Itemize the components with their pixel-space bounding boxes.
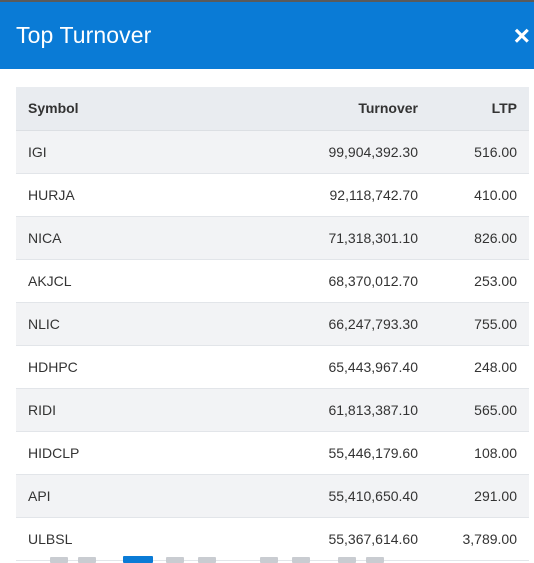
turnover-table-container: Symbol Turnover LTP IGI 99,904,392.30 51… xyxy=(16,87,529,561)
symbol-cell: HURJA xyxy=(16,173,180,217)
table-row[interactable]: AKJCL 68,370,012.70 253.00 xyxy=(16,259,529,303)
turnover-cell: 55,446,179.60 xyxy=(180,431,430,475)
pagination-item[interactable] xyxy=(50,557,68,563)
ltp-cell: 248.00 xyxy=(430,345,529,389)
symbol-cell: NLIC xyxy=(16,302,180,346)
ltp-cell: 108.00 xyxy=(430,431,529,475)
pagination-item[interactable] xyxy=(166,557,184,563)
column-header-symbol[interactable]: Symbol xyxy=(16,87,180,131)
ltp-cell: 516.00 xyxy=(430,130,529,174)
ltp-cell: 3,789.00 xyxy=(430,517,529,561)
turnover-table: Symbol Turnover LTP IGI 99,904,392.30 51… xyxy=(16,87,529,561)
pagination-item[interactable] xyxy=(366,557,384,563)
turnover-cell: 66,247,793.30 xyxy=(180,302,430,346)
symbol-cell: HDHPC xyxy=(16,345,180,389)
turnover-cell: 65,443,967.40 xyxy=(180,345,430,389)
table-row[interactable]: NICA 71,318,301.10 826.00 xyxy=(16,216,529,260)
pagination-item-active[interactable] xyxy=(123,556,153,563)
ltp-cell: 253.00 xyxy=(430,259,529,303)
table-row[interactable]: ULBSL 55,367,614.60 3,789.00 xyxy=(16,517,529,561)
symbol-cell: ULBSL xyxy=(16,517,180,561)
ltp-cell: 565.00 xyxy=(430,388,529,432)
symbol-cell: API xyxy=(16,474,180,518)
pagination-item[interactable] xyxy=(338,557,356,563)
turnover-cell: 92,118,742.70 xyxy=(180,173,430,217)
ltp-cell: 755.00 xyxy=(430,302,529,346)
table-row[interactable]: API 55,410,650.40 291.00 xyxy=(16,474,529,518)
symbol-cell: AKJCL xyxy=(16,259,180,303)
table-row[interactable]: RIDI 61,813,387.10 565.00 xyxy=(16,388,529,432)
table-row[interactable]: HURJA 92,118,742.70 410.00 xyxy=(16,173,529,217)
turnover-cell: 68,370,012.70 xyxy=(180,259,430,303)
pagination xyxy=(40,556,440,563)
column-header-ltp[interactable]: LTP xyxy=(430,87,529,131)
turnover-cell: 55,367,614.60 xyxy=(180,517,430,561)
column-header-turnover[interactable]: Turnover xyxy=(180,87,430,131)
turnover-cell: 71,318,301.10 xyxy=(180,216,430,260)
ltp-cell: 410.00 xyxy=(430,173,529,217)
symbol-cell: IGI xyxy=(16,130,180,174)
modal-title: Top Turnover xyxy=(16,22,152,48)
ltp-cell: 826.00 xyxy=(430,216,529,260)
turnover-cell: 99,904,392.30 xyxy=(180,130,430,174)
table-row[interactable]: IGI 99,904,392.30 516.00 xyxy=(16,130,529,174)
pagination-item[interactable] xyxy=(198,557,216,563)
modal-header: Top Turnover × xyxy=(0,2,534,69)
turnover-cell: 55,410,650.40 xyxy=(180,474,430,518)
table-row[interactable]: NLIC 66,247,793.30 755.00 xyxy=(16,302,529,346)
turnover-cell: 61,813,387.10 xyxy=(180,388,430,432)
pagination-item[interactable] xyxy=(292,557,310,563)
table-row[interactable]: HDHPC 65,443,967.40 248.00 xyxy=(16,345,529,389)
top-border xyxy=(0,0,534,2)
symbol-cell: HIDCLP xyxy=(16,431,180,475)
pagination-item[interactable] xyxy=(260,557,278,563)
pagination-item[interactable] xyxy=(78,557,96,563)
table-header-row: Symbol Turnover LTP xyxy=(16,87,529,131)
symbol-cell: NICA xyxy=(16,216,180,260)
table-row[interactable]: HIDCLP 55,446,179.60 108.00 xyxy=(16,431,529,475)
close-icon[interactable]: × xyxy=(513,19,530,51)
ltp-cell: 291.00 xyxy=(430,474,529,518)
symbol-cell: RIDI xyxy=(16,388,180,432)
